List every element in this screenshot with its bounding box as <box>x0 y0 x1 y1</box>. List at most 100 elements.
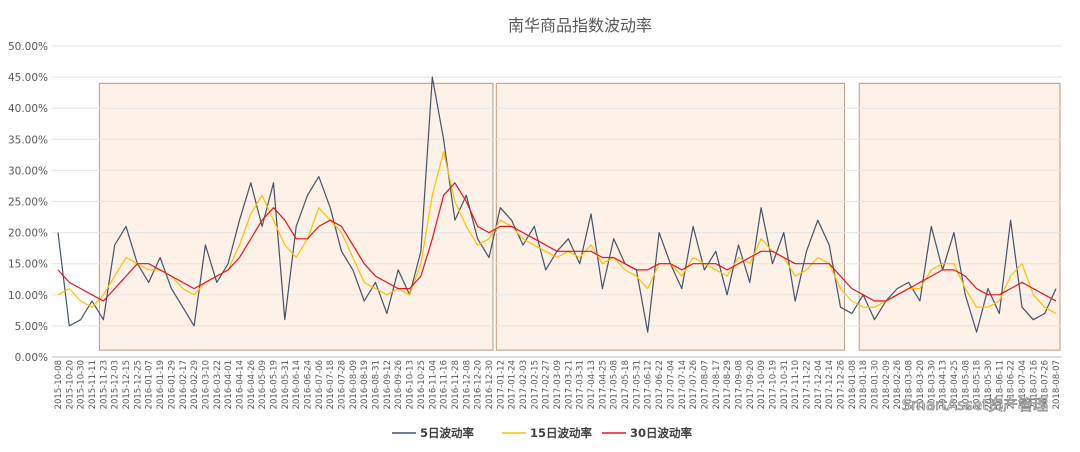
x-tick-label: 2016-10-13 <box>406 360 416 409</box>
shaded-region <box>98 82 494 351</box>
x-tick-label: 2018-01-08 <box>848 360 858 409</box>
legend-label: 15日波动率 <box>530 426 593 440</box>
y-tick-label: 20.00% <box>8 228 48 240</box>
y-tick-label: 50.00% <box>8 41 48 53</box>
x-tick-label: 2017-11-10 <box>791 360 801 409</box>
x-tick-label: 2015-11-11 <box>88 360 98 409</box>
x-tick-label: 2016-08-19 <box>360 360 370 409</box>
x-tick-label: 2015-12-03 <box>111 360 121 409</box>
y-tick-label: 40.00% <box>8 103 48 115</box>
y-tick-label: 0.00% <box>15 352 48 364</box>
x-tick-label: 2017-03-21 <box>564 360 574 409</box>
x-tick-label: 2017-10-09 <box>757 360 767 409</box>
x-tick-label: 2015-10-30 <box>77 360 87 409</box>
legend: 5日波动率 15日波动率 30日波动率 <box>392 426 693 440</box>
x-tick-label: 2016-03-10 <box>201 360 211 409</box>
x-tick-label: 2017-07-14 <box>678 360 688 409</box>
x-tick-label: 2018-07-04 <box>1018 360 1028 409</box>
x-tick-label: 2017-08-07 <box>700 360 710 409</box>
x-tick-label: 2016-08-31 <box>372 360 382 409</box>
x-tick-label: 2016-04-26 <box>247 360 257 409</box>
x-tick-label: 2017-10-31 <box>780 360 790 409</box>
x-tick-label: 2016-04-14 <box>235 360 245 409</box>
x-tick-label: 2018-01-18 <box>859 360 869 409</box>
x-tick-label: 2016-09-12 <box>383 360 393 409</box>
x-tick-label: 2017-08-17 <box>712 360 722 409</box>
x-tick-label: 2017-01-24 <box>508 360 518 409</box>
x-tick-label: 2015-10-08 <box>54 360 64 409</box>
x-tick-label: 2017-08-29 <box>723 360 733 409</box>
x-tick-label: 2015-10-20 <box>65 360 75 409</box>
x-tick-label: 2017-04-25 <box>598 360 608 409</box>
x-tick-label: 2016-06-24 <box>304 360 314 409</box>
watermark-text: SmartAsset资产管理 <box>902 396 1048 414</box>
x-tick-label: 2017-02-27 <box>542 360 552 409</box>
x-tick-label: 2016-07-18 <box>326 360 336 409</box>
x-tick-label: 2016-02-29 <box>190 360 200 409</box>
x-tick-label: 2016-06-14 <box>292 360 302 409</box>
x-tick-label: 2015-12-15 <box>122 360 132 409</box>
x-tick-label: 2018-04-13 <box>939 360 949 409</box>
x-tick-label: 2017-02-15 <box>530 360 540 409</box>
shaded-region <box>495 82 846 351</box>
x-tick-label: 2017-03-09 <box>553 360 563 409</box>
x-tick-label: 2016-03-22 <box>213 360 223 409</box>
x-tick-label: 2016-04-01 <box>224 360 234 409</box>
chart-title: 南华商品指数波动率 <box>508 16 652 35</box>
y-tick-label: 10.00% <box>8 290 48 302</box>
x-tick-label: 2018-02-09 <box>882 360 892 409</box>
shaded-regions <box>98 82 1061 351</box>
y-tick-label: 45.00% <box>8 72 48 84</box>
x-tick-label: 2017-07-04 <box>666 360 676 409</box>
x-tick-label: 2016-09-26 <box>394 360 404 409</box>
y-tick-label: 15.00% <box>8 259 48 271</box>
x-tick-label: 2018-07-16 <box>1029 360 1039 409</box>
x-tick-label: 2017-04-13 <box>587 360 597 409</box>
x-tick-label: 2018-08-07 <box>1052 360 1062 409</box>
y-axis: 0.00% 5.00% 10.00% 15.00% 20.00% 25.00% 30.00%… <box>8 41 48 364</box>
x-tick-label: 2016-05-31 <box>281 360 291 409</box>
y-tick-label: 25.00% <box>8 197 48 209</box>
y-tick-label: 35.00% <box>8 134 48 146</box>
x-tick-label: 2017-09-08 <box>734 360 744 409</box>
x-tick-label: 2015-12-25 <box>133 360 143 409</box>
x-tick-label: 2017-02-03 <box>519 360 529 409</box>
x-tick-label: 2018-05-08 <box>961 360 971 409</box>
x-tick-label: 2018-06-11 <box>995 360 1005 409</box>
gridlines <box>52 45 1062 358</box>
x-tick-label: 2016-02-17 <box>179 360 189 409</box>
series-line <box>57 182 1057 302</box>
x-tick-label: 2016-10-25 <box>417 360 427 409</box>
series-lines <box>57 76 1057 333</box>
x-tick-label: 2018-03-30 <box>927 360 937 409</box>
legend-label: 5日波动率 <box>420 426 475 440</box>
x-tick-label: 2017-10-19 <box>768 360 778 409</box>
x-tick-label: 2016-08-09 <box>349 360 359 409</box>
x-tick-label: 2016-01-29 <box>167 360 177 409</box>
x-tick-label: 2016-07-28 <box>338 360 348 409</box>
x-tick-label: 2018-01-30 <box>871 360 881 409</box>
x-tick-label: 2016-11-04 <box>428 360 438 409</box>
x-axis: 2015-10-08 2015-10-20 2015-10-30 2015-11-11… <box>54 360 1062 409</box>
x-tick-label: 2017-05-18 <box>621 360 631 409</box>
x-tick-label: 2018-03-20 <box>916 360 926 409</box>
x-tick-label: 2018-05-18 <box>973 360 983 409</box>
x-tick-label: 2016-11-28 <box>451 360 461 409</box>
x-tick-label: 2017-05-08 <box>610 360 620 409</box>
x-tick-label: 2016-07-06 <box>315 360 325 409</box>
x-tick-label: 2016-05-09 <box>258 360 268 409</box>
x-tick-label: 2017-09-20 <box>746 360 756 409</box>
x-tick-label: 2016-12-30 <box>485 360 495 409</box>
y-tick-label: 5.00% <box>15 321 48 333</box>
x-tick-label: 2015-11-23 <box>99 360 109 409</box>
x-tick-label: 2017-05-31 <box>632 360 642 409</box>
x-tick-label: 2016-11-16 <box>440 360 450 409</box>
x-tick-label: 2018-03-08 <box>905 360 915 409</box>
x-tick-label: 2018-04-25 <box>950 360 960 409</box>
x-tick-label: 2017-07-26 <box>689 360 699 409</box>
x-tick-label: 2017-03-31 <box>576 360 586 409</box>
x-tick-label: 2018-07-26 <box>1041 360 1051 409</box>
x-tick-label: 2017-12-14 <box>825 360 835 409</box>
